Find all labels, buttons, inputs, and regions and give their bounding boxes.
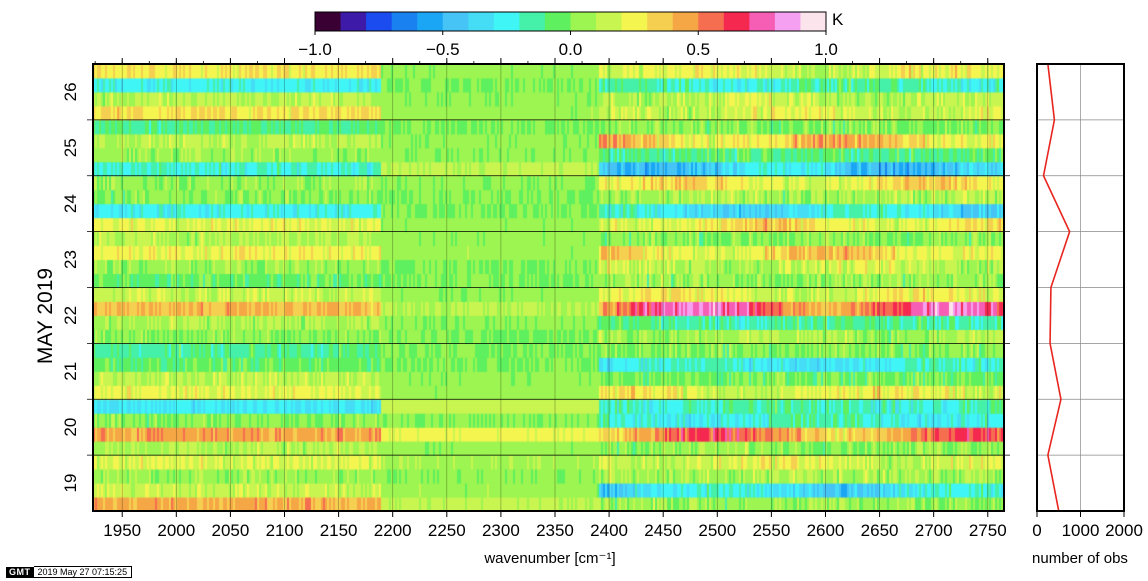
colorbar-segment bbox=[442, 12, 469, 31]
x-tick-label: 2100 bbox=[266, 521, 304, 540]
colorbar-segment bbox=[698, 12, 725, 31]
x-tick-label: 2500 bbox=[698, 521, 736, 540]
x-tick-label: 2450 bbox=[644, 521, 682, 540]
obs-x-tick-label: 1000 bbox=[1062, 521, 1100, 540]
x-tick-label: 1950 bbox=[103, 521, 141, 540]
obs-panel: 0 1000 2000 bbox=[1032, 63, 1143, 540]
colorbar-segment bbox=[544, 12, 571, 31]
colorbar-segment bbox=[519, 12, 546, 31]
colorbar-segment bbox=[647, 12, 674, 31]
y-tick-label: 22 bbox=[61, 306, 80, 325]
gmt-timestamp: GMT 2019 May 27 07:15:25 bbox=[6, 566, 133, 578]
x-tick-label: 2650 bbox=[861, 521, 899, 540]
y-tick-label: 19 bbox=[61, 474, 80, 493]
x-tick-label: 2250 bbox=[428, 521, 466, 540]
obs-frame bbox=[1036, 63, 1125, 512]
y-tick-label: 21 bbox=[61, 362, 80, 381]
x-tick-label: 2200 bbox=[374, 521, 412, 540]
colorbar-segment bbox=[749, 12, 776, 31]
gmt-logo: GMT bbox=[6, 566, 34, 578]
colorbar-segment bbox=[774, 12, 801, 31]
colorbar-tick-label: −1.0 bbox=[298, 40, 332, 59]
x-tick-label: 2750 bbox=[969, 521, 1007, 540]
colorbar-segment bbox=[621, 12, 648, 31]
colorbar-segment bbox=[493, 12, 520, 31]
x-axis-label: wavenumber [cm⁻¹] bbox=[483, 550, 615, 567]
colorbar-tick-label: −0.5 bbox=[426, 40, 460, 59]
y-tick-label: 23 bbox=[61, 250, 80, 269]
colorbar-segment bbox=[417, 12, 444, 31]
y-tick-label: 25 bbox=[61, 138, 80, 157]
obs-x-tick-label: 0 bbox=[1032, 521, 1041, 540]
colorbar-segment bbox=[366, 12, 393, 31]
y-tick-label: 20 bbox=[61, 418, 80, 437]
colorbar-segment bbox=[723, 12, 750, 31]
colorbar-segment bbox=[800, 12, 827, 31]
obs-x-tick-label: 2000 bbox=[1105, 521, 1143, 540]
obs-series-line bbox=[1042, 63, 1071, 512]
x-tick-label: 2600 bbox=[807, 521, 845, 540]
y-axis-label: MAY 2019 bbox=[34, 268, 57, 364]
x-tick-label: 2000 bbox=[157, 521, 195, 540]
obs-axis-label: number of obs bbox=[1032, 550, 1128, 567]
heatmap-panel: 1950 2000 2050 2100 2150 2200 2250 2300 2350 2400… bbox=[61, 58, 1010, 540]
x-tick-label: 2350 bbox=[536, 521, 574, 540]
x-tick-label: 2150 bbox=[320, 521, 358, 540]
colorbar-segment bbox=[468, 12, 495, 31]
heatmap-frame bbox=[92, 63, 1005, 512]
y-tick-label: 26 bbox=[61, 82, 80, 101]
x-tick-label: 2700 bbox=[915, 521, 953, 540]
x-tick-label: 2050 bbox=[211, 521, 249, 540]
colorbar-segment bbox=[315, 12, 342, 31]
colorbar-tick-label: 1.0 bbox=[814, 40, 838, 59]
x-tick-label: 2550 bbox=[752, 521, 790, 540]
colorbar: −1.0 −0.5 0.0 0.5 1.0 bbox=[298, 11, 838, 59]
colorbar-unit: K bbox=[832, 10, 844, 29]
x-tick-label: 2400 bbox=[590, 521, 628, 540]
colorbar-tick-label: 0.0 bbox=[559, 40, 583, 59]
colorbar-segment bbox=[391, 12, 418, 31]
colorbar-tick-label: 0.5 bbox=[686, 40, 710, 59]
colorbar-segment bbox=[596, 12, 623, 31]
y-tick-label: 24 bbox=[61, 194, 80, 213]
colorbar-segment bbox=[570, 12, 597, 31]
colorbar-segment bbox=[672, 12, 699, 31]
x-tick-label: 2300 bbox=[482, 521, 520, 540]
colorbar-segment bbox=[340, 12, 367, 31]
timestamp-text: 2019 May 27 07:15:25 bbox=[33, 566, 133, 578]
